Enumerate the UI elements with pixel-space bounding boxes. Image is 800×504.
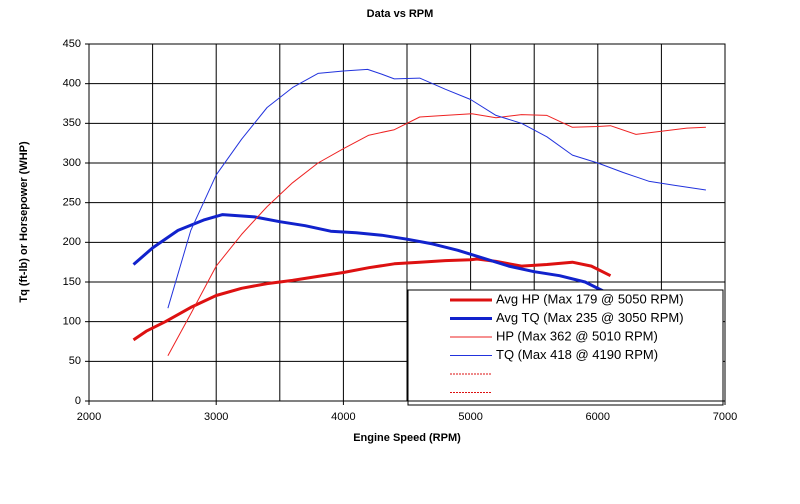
x-axis-label: Engine Speed (RPM): [353, 432, 461, 444]
series-line: [132, 213, 605, 293]
y-tick-label: 50: [69, 355, 81, 367]
series-line: [132, 257, 612, 342]
x-tick-label: 4000: [331, 411, 355, 423]
legend-label: HP (Max 362 @ 5010 RPM): [496, 328, 658, 343]
legend-label: Avg TQ (Max 235 @ 3050 RPM): [496, 310, 684, 325]
x-tick-label: 3000: [204, 411, 228, 423]
y-tick-label: 200: [63, 236, 81, 248]
series-line: [167, 68, 706, 309]
x-tick-label: 2000: [77, 411, 101, 423]
y-tick-label: 300: [63, 157, 81, 169]
legend-label: Avg HP (Max 179 @ 5050 RPM): [496, 291, 684, 306]
y-tick-label: 0: [75, 395, 81, 407]
legend-label: TQ (Max 418 @ 4190 RPM): [496, 347, 658, 362]
plot-frame: [88, 43, 726, 402]
series-line: [167, 113, 706, 357]
y-tick-label: 100: [63, 316, 81, 328]
y-tick-label: 150: [63, 276, 81, 288]
y-tick-label: 350: [63, 117, 81, 129]
x-tick-label: 5000: [458, 411, 482, 423]
y-tick-label: 250: [63, 197, 81, 209]
x-tick-label: 7000: [713, 411, 737, 423]
x-tick-label: 6000: [586, 411, 610, 423]
y-tick-label: 450: [63, 38, 81, 50]
chart-title: Data vs RPM: [367, 8, 434, 20]
y-tick-label: 400: [63, 78, 81, 90]
y-axis-label: Tq (ft-lb) or Horsepower (WHP): [18, 141, 30, 303]
legend-box: [407, 289, 724, 406]
